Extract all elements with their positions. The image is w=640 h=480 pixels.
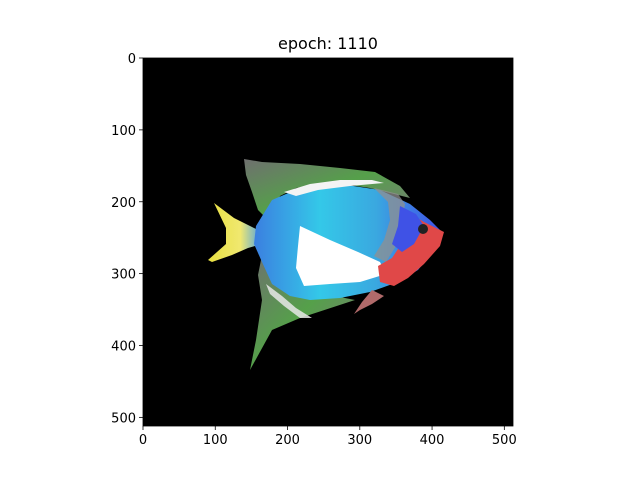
x-tick-label: 500 (492, 433, 517, 448)
dorsal-stripe (284, 180, 384, 196)
y-tick-label: 0 (128, 52, 136, 67)
x-tick-label: 200 (275, 433, 300, 448)
x-tick-label: 100 (203, 433, 228, 448)
y-tick-label: 100 (111, 124, 136, 139)
y-tick-label: 200 (111, 196, 136, 211)
chart-title: epoch: 1110 (278, 34, 378, 53)
y-tick-label: 500 (111, 411, 136, 426)
axes-frame (142, 57, 514, 427)
dorsal-fin (244, 159, 410, 220)
x-tick-label: 0 (139, 433, 147, 448)
pectoral-fin (354, 290, 384, 314)
belly-patch (296, 226, 386, 286)
face-blue (392, 206, 424, 252)
tail-fin (208, 203, 262, 262)
y-tick-label: 300 (111, 268, 136, 283)
y-axis-ticks: 0 100 200 300 400 500 (111, 52, 143, 426)
fish-eye (418, 224, 428, 234)
image-area (143, 58, 513, 426)
x-axis-ticks: 0 100 200 300 400 500 (139, 426, 517, 448)
grey-saddle (374, 188, 405, 262)
x-tick-label: 300 (347, 433, 372, 448)
y-tick-label: 400 (111, 340, 136, 355)
fish-image (208, 159, 444, 370)
x-tick-label: 400 (420, 433, 445, 448)
